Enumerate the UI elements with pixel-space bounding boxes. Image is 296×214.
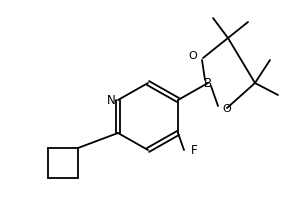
Text: O: O (223, 104, 231, 114)
Text: B: B (204, 76, 212, 89)
Text: O: O (189, 51, 197, 61)
Text: F: F (191, 144, 197, 156)
Text: N: N (107, 94, 115, 107)
